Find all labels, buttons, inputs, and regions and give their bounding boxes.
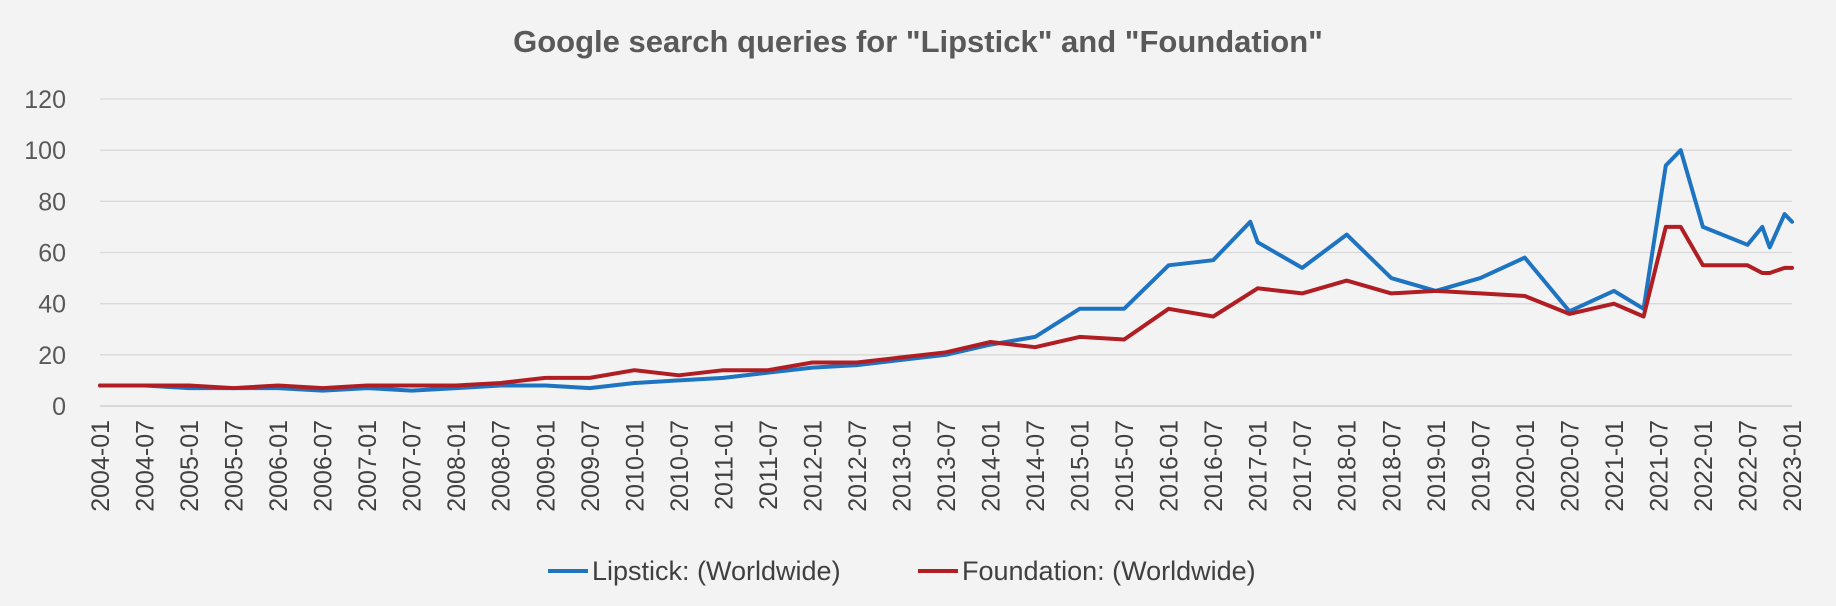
y-tick-label: 80 (38, 188, 66, 216)
series-line-lipstick (98, 148, 1794, 393)
y-tick-label: 20 (38, 342, 66, 370)
x-tick-label: 2010-07 (666, 420, 694, 512)
y-tick-label: 40 (38, 291, 66, 319)
legend-label: Lipstick: (Worldwide) (592, 556, 841, 586)
x-tick-label: 2021-07 (1645, 420, 1673, 512)
x-tick-label: 2019-07 (1467, 420, 1495, 512)
x-tick-label: 2005-01 (176, 420, 204, 512)
y-tick-label: 100 (24, 137, 66, 165)
x-tick-label: 2012-01 (799, 420, 827, 512)
legend: Lipstick: (Worldwide) Foundation: (Worldw… (548, 556, 1256, 586)
x-tick-label: 2022-07 (1734, 420, 1762, 512)
x-tick-label: 2011-01 (710, 420, 738, 510)
series-line-foundation (98, 224, 1794, 391)
x-tick-label: 2013-07 (933, 420, 961, 512)
y-tick-label: 0 (52, 393, 66, 421)
x-axis-ticks: 2004-01 2004-07 2005-01 2005-07 2006-01 2006-… (87, 420, 1807, 512)
x-tick-label: 2019-01 (1423, 420, 1451, 512)
x-tick-label: 2017-01 (1245, 420, 1273, 512)
y-tick-label: 120 (24, 86, 66, 114)
x-tick-label: 2015-07 (1111, 420, 1139, 512)
x-tick-label: 2005-07 (221, 420, 249, 512)
x-tick-label: 2008-07 (488, 420, 516, 512)
x-tick-label: 2017-07 (1289, 420, 1317, 512)
x-tick-label: 2022-01 (1690, 420, 1718, 512)
x-tick-label: 2004-01 (87, 420, 115, 512)
series-lines (98, 148, 1794, 393)
x-tick-label: 2021-01 (1601, 420, 1629, 512)
x-tick-label: 2018-01 (1334, 420, 1362, 512)
y-axis-ticks: 0 20 40 60 80 100 120 (24, 86, 66, 421)
x-tick-label: 2007-01 (354, 420, 382, 512)
x-tick-label: 2015-01 (1067, 420, 1095, 512)
x-tick-label: 2006-07 (310, 420, 338, 512)
x-tick-label: 2014-07 (1022, 420, 1050, 512)
x-tick-label: 2020-01 (1512, 420, 1540, 512)
x-tick-label: 2004-07 (132, 420, 160, 512)
x-tick-label: 2018-07 (1378, 420, 1406, 512)
x-tick-label: 2006-01 (265, 420, 293, 512)
x-tick-label: 2008-01 (443, 420, 471, 512)
gridlines (100, 98, 1792, 407)
x-tick-label: 2011-07 (755, 420, 783, 510)
x-tick-label: 2014-01 (978, 420, 1006, 512)
x-tick-label: 2016-01 (1156, 420, 1184, 512)
x-tick-label: 2020-07 (1556, 420, 1584, 512)
x-tick-label: 2007-07 (399, 420, 427, 512)
x-tick-label: 2012-07 (844, 420, 872, 512)
chart-title: Google search queries for "Lipstick" and… (513, 24, 1323, 59)
x-tick-label: 2010-01 (621, 420, 649, 512)
x-tick-label: 2016-07 (1200, 420, 1228, 512)
y-tick-label: 60 (38, 240, 66, 268)
x-tick-label: 2013-01 (888, 420, 916, 512)
x-tick-label: 2023-01 (1779, 420, 1807, 512)
legend-label: Foundation: (Worldwide) (962, 556, 1256, 586)
x-tick-label: 2009-01 (532, 420, 560, 512)
x-tick-label: 2009-07 (577, 420, 605, 512)
